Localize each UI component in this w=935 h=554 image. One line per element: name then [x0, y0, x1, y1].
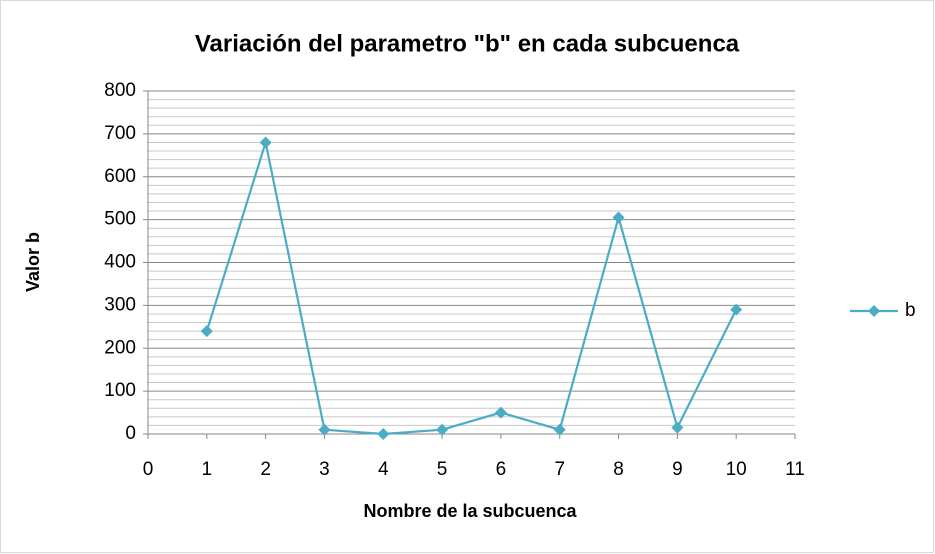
y-tick-label: 500: [104, 209, 136, 230]
data-point: [436, 423, 449, 436]
y-tick-label: 0: [125, 423, 136, 444]
x-tick-label: 9: [672, 459, 683, 480]
data-point: [259, 136, 272, 149]
data-point: [671, 421, 684, 434]
x-tick-label: 0: [143, 459, 154, 480]
data-point: [494, 406, 507, 419]
y-tick-label: 400: [104, 252, 136, 273]
x-tick-label: 3: [319, 459, 330, 480]
data-point: [612, 211, 625, 224]
y-tick-label: 700: [104, 123, 136, 144]
y-tick-label: 100: [104, 380, 136, 401]
y-tick-label: 600: [104, 166, 136, 187]
data-point: [377, 428, 390, 440]
x-tick-label: 8: [613, 459, 624, 480]
series-line: [205, 142, 738, 436]
x-tick-label: 10: [726, 459, 747, 480]
x-axis-title: Nombre de la subcuenca: [363, 501, 577, 521]
y-tick-label: 300: [104, 294, 136, 315]
chart-title: Variación del parametro "b" en cada subc…: [195, 30, 740, 57]
x-tick-label: 2: [260, 459, 271, 480]
x-tick-label: 1: [202, 459, 213, 480]
data-point: [200, 325, 213, 338]
x-tick-label: 5: [437, 459, 448, 480]
x-tick-label: 4: [378, 459, 389, 480]
data-point: [318, 423, 331, 436]
data-point: [730, 303, 743, 316]
y-axis-title: Valor b: [23, 232, 43, 292]
x-tick-label: 11: [785, 459, 805, 480]
legend-marker: [868, 305, 880, 317]
y-tick-label: 200: [104, 337, 136, 358]
data-point: [553, 423, 566, 436]
x-tick-label: 6: [496, 459, 507, 480]
x-tick-label: 7: [554, 459, 565, 480]
legend-label: b: [905, 300, 916, 321]
y-tick-label: 800: [104, 80, 136, 101]
